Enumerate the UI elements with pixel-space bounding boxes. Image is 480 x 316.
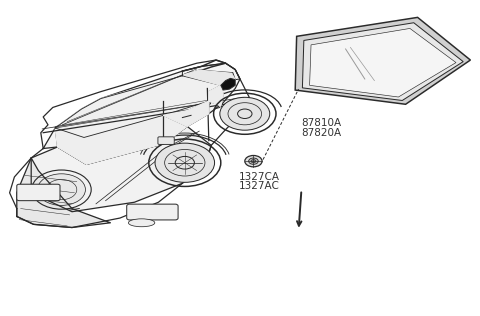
Polygon shape [55,76,223,137]
Polygon shape [183,70,235,85]
Polygon shape [310,28,456,97]
Polygon shape [43,63,240,164]
Polygon shape [209,85,223,106]
Text: 1327AC: 1327AC [239,181,280,191]
Text: 87810A: 87810A [301,118,342,128]
Polygon shape [17,158,110,228]
Polygon shape [221,78,235,90]
Polygon shape [31,126,211,212]
FancyBboxPatch shape [17,184,60,201]
Circle shape [220,97,270,130]
Polygon shape [55,115,187,164]
FancyBboxPatch shape [158,137,174,144]
Circle shape [249,158,258,164]
Circle shape [37,174,85,205]
Polygon shape [302,23,463,100]
FancyBboxPatch shape [127,204,178,220]
Ellipse shape [128,219,155,227]
Text: 1327CA: 1327CA [239,172,280,182]
Polygon shape [295,17,470,104]
Circle shape [251,160,256,163]
Polygon shape [163,101,209,126]
Circle shape [245,155,262,167]
Text: 87820A: 87820A [301,128,342,138]
Circle shape [155,143,215,182]
